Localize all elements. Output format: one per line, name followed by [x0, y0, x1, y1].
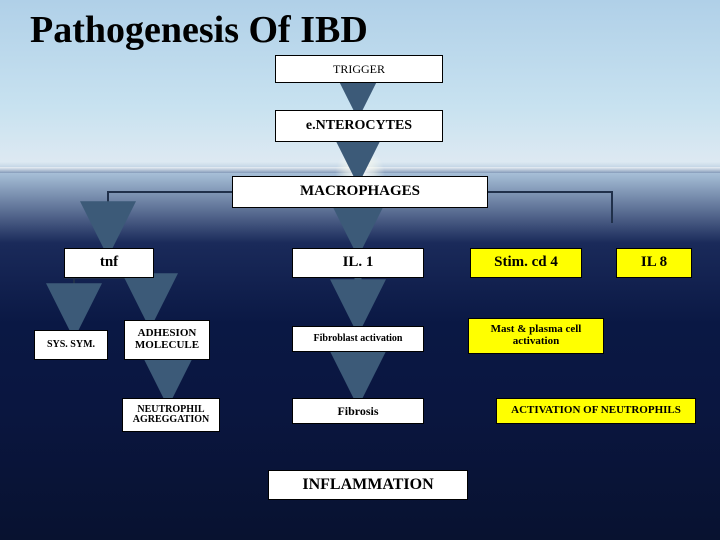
node-mastplasma: Mast & plasma cell activation — [468, 318, 604, 354]
node-fibrosis: Fibrosis — [292, 398, 424, 424]
node-actneutro: ACTIVATION OF NEUTROPHILS — [496, 398, 696, 424]
node-il1: IL. 1 — [292, 248, 424, 278]
node-tnf: tnf — [64, 248, 154, 278]
node-trigger: TRIGGER — [275, 55, 443, 83]
node-syssym: SYS. SYM. — [34, 330, 108, 360]
node-neutroagg: NEUTROPHIL AGREGGATION — [122, 398, 220, 432]
node-il8: IL 8 — [616, 248, 692, 278]
node-macrophages: MACROPHAGES — [232, 176, 488, 208]
node-fibroact: Fibroblast activation — [292, 326, 424, 352]
node-enterocytes: e.NTEROCYTES — [275, 110, 443, 142]
node-stimcd4: Stim. cd 4 — [470, 248, 582, 278]
node-adhesion: ADHESION MOLECULE — [124, 320, 210, 360]
page-title: Pathogenesis Of IBD — [30, 8, 368, 52]
node-inflammation: INFLAMMATION — [268, 470, 468, 500]
